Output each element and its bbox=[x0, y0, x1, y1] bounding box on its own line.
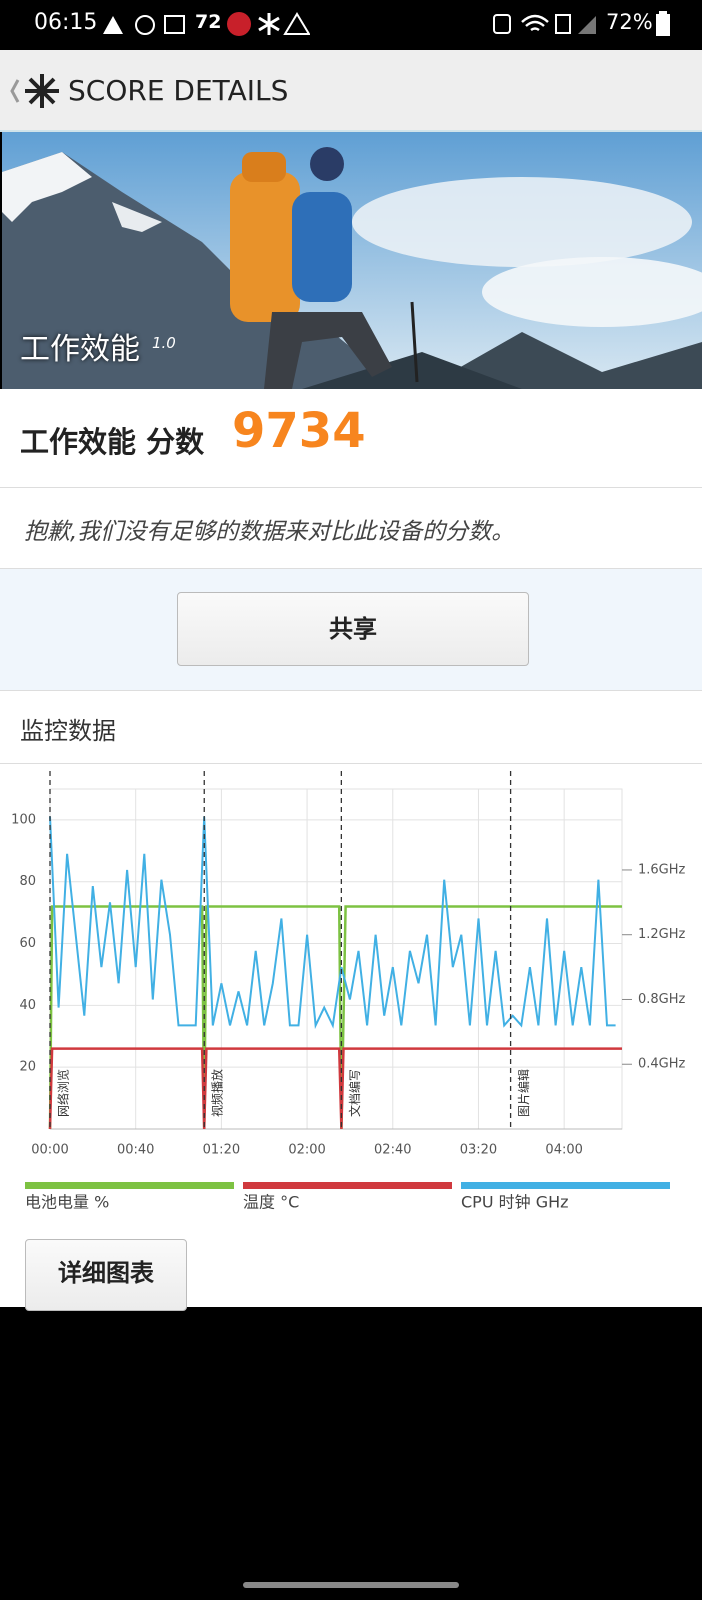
app-header: SCORE DETAILS bbox=[0, 50, 702, 132]
event-label: 视频播放 bbox=[210, 1069, 225, 1117]
x-tick-label: 02:40 bbox=[374, 1143, 411, 1158]
battery-icon bbox=[656, 11, 670, 36]
score-label: 工作效能 分数 bbox=[20, 425, 205, 459]
series-line bbox=[48, 1047, 622, 1130]
status-bar: 06:15 72 72% bbox=[0, 0, 702, 50]
status-icons bbox=[103, 15, 185, 35]
y2-tick-label: 0.4GHz bbox=[638, 1057, 686, 1072]
monitoring-card: 监控数据 20 40 60 80 100 00:00 00:40 01:20 02:00 02:4… bbox=[0, 690, 702, 1311]
y2-tick-label: 1.6GHz bbox=[638, 862, 686, 877]
banner-title: 工作效能 bbox=[20, 332, 140, 367]
note-row: 抱歉,我们没有足够的数据来对比此设备的分数。 bbox=[0, 488, 702, 569]
x-tick-label: 01:20 bbox=[203, 1143, 240, 1158]
monitoring-title: 监控数据 bbox=[20, 717, 116, 745]
y-tick-label: 20 bbox=[19, 1060, 36, 1075]
event-label: 网络浏览 bbox=[56, 1069, 71, 1117]
y-tick-label: 80 bbox=[19, 874, 36, 889]
score-value: 9734 bbox=[232, 403, 366, 459]
banner-version: 1.0 bbox=[152, 334, 176, 352]
page-title: SCORE DETAILS bbox=[68, 74, 289, 107]
x-tick-label: 02:00 bbox=[288, 1143, 325, 1158]
monitoring-chart: 20 40 60 80 100 00:00 00:40 01:20 02:00 02:40 03:2… bbox=[11, 771, 686, 1212]
status-icons-2 bbox=[227, 12, 310, 36]
comparison-note: 抱歉,我们没有足够的数据来对比此设备的分数。 bbox=[24, 519, 515, 545]
clock: 06:15 bbox=[34, 10, 98, 35]
content: 工作效能 分数 9734 抱歉,我们没有足够的数据来对比此设备的分数。 共享 监… bbox=[0, 389, 702, 1311]
notification-count: 72 bbox=[195, 11, 222, 33]
y2-tick-label: 1.2GHz bbox=[638, 927, 686, 942]
system-icons bbox=[493, 14, 596, 34]
event-label: 文档编写 bbox=[347, 1069, 362, 1117]
legend-label: 电池电量 % bbox=[25, 1193, 109, 1212]
y-tick-label: 40 bbox=[19, 998, 36, 1013]
x-tick-label: 00:00 bbox=[31, 1143, 68, 1158]
y-tick-label: 100 bbox=[11, 812, 36, 827]
event-label: 图片编辑 bbox=[516, 1069, 531, 1117]
back-logo[interactable] bbox=[4, 70, 64, 112]
x-tick-label: 03:20 bbox=[460, 1143, 497, 1158]
legend-label: CPU 时钟 GHz bbox=[461, 1193, 569, 1212]
banner: 工作效能 1.0 bbox=[2, 132, 702, 389]
divider bbox=[0, 763, 702, 764]
details-button[interactable]: 详细图表 bbox=[25, 1239, 187, 1311]
legend-swatch bbox=[25, 1182, 234, 1189]
series-line bbox=[49, 816, 616, 1030]
legend-swatch bbox=[461, 1182, 670, 1189]
legend-label: 温度 °C bbox=[243, 1193, 299, 1212]
share-button[interactable]: 共享 bbox=[177, 592, 529, 666]
score-row: 工作效能 分数 9734 bbox=[0, 389, 702, 488]
battery-level: 72% bbox=[606, 10, 653, 34]
legend-swatch bbox=[243, 1182, 452, 1189]
y2-tick-label: 0.8GHz bbox=[638, 992, 686, 1007]
home-indicator[interactable] bbox=[243, 1582, 459, 1588]
x-tick-label: 04:00 bbox=[545, 1143, 582, 1158]
x-tick-label: 00:40 bbox=[117, 1143, 154, 1158]
y-tick-label: 60 bbox=[19, 936, 36, 951]
banner-image bbox=[2, 132, 702, 389]
